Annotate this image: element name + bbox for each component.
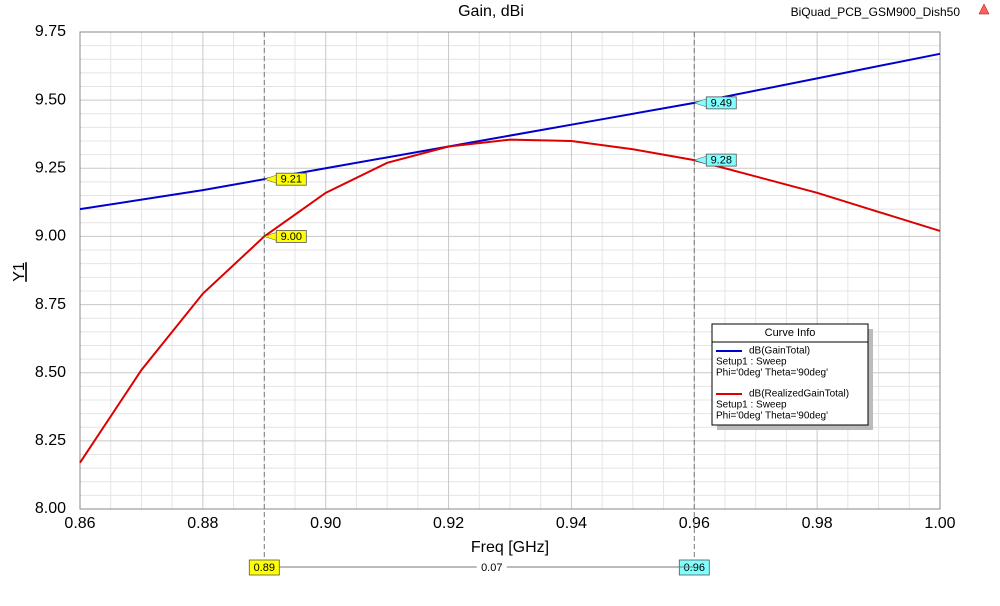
y-tick-label: 8.75 <box>35 296 66 313</box>
delta-label: 0.07 <box>481 562 502 574</box>
x-tick-label: 1.00 <box>924 515 955 532</box>
marker-box <box>275 172 307 186</box>
x-axis-label: Freq [GHz] <box>471 539 549 556</box>
x-tick-label: 0.92 <box>433 515 464 532</box>
marker-box <box>705 153 737 167</box>
delta-bg <box>476 561 507 573</box>
y-tick-label: 8.25 <box>35 432 66 449</box>
legend-label: dB(RealizedGainTotal) <box>749 389 849 400</box>
y-tick-label: 9.00 <box>35 228 66 245</box>
y-tick-label: 8.50 <box>35 364 66 381</box>
x-tick-label: 0.94 <box>556 515 587 532</box>
project-name: BiQuad_PCB_GSM900_Dish50 <box>791 5 961 19</box>
legend-info: Setup1 : Sweep <box>716 400 787 411</box>
y-tick-label: 9.50 <box>35 91 66 108</box>
legend-info: Setup1 : Sweep <box>716 357 787 368</box>
marker-x-label: 0.96 <box>684 562 705 574</box>
marker-box <box>275 230 307 243</box>
legend-info: Phi='0deg' Theta='90deg' <box>716 368 828 379</box>
marker-label: 9.00 <box>281 231 302 243</box>
legend-label: dB(GainTotal) <box>749 346 810 357</box>
x-tick-label: 0.90 <box>310 515 341 532</box>
x-tick-label: 0.86 <box>64 515 95 532</box>
x-tick-label: 0.88 <box>187 515 218 532</box>
x-tick-label: 0.98 <box>802 515 833 532</box>
y-axis-label: Y1 <box>11 262 28 282</box>
marker-x-label: 0.89 <box>254 562 275 574</box>
plot-frame <box>79 31 941 510</box>
marker-box <box>705 96 737 110</box>
legend-title: Curve Info <box>765 327 816 339</box>
marker-label: 9.49 <box>711 97 732 109</box>
series-line <box>79 138 941 464</box>
marker-label: 9.28 <box>711 155 732 167</box>
marker-label: 9.21 <box>281 174 302 186</box>
y-tick-label: 8.00 <box>35 500 66 517</box>
legend-info: Phi='0deg' Theta='90deg' <box>716 411 828 422</box>
chart-title: Gain, dBi <box>458 3 524 20</box>
y-tick-label: 9.25 <box>35 160 66 177</box>
logo-icon <box>978 3 990 15</box>
y-tick-label: 9.75 <box>35 23 66 40</box>
legend-box <box>711 323 869 426</box>
